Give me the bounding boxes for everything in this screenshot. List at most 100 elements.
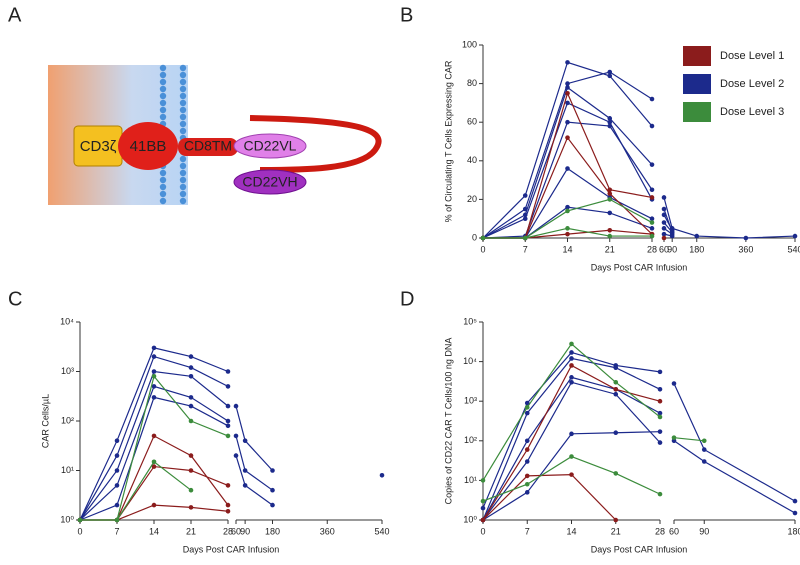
y-tick-label: 10¹ (61, 465, 74, 475)
data-point (233, 453, 239, 458)
x-tick-label: 14 (149, 526, 159, 536)
lipid (179, 92, 187, 100)
y-tick-label: 10² (464, 435, 477, 445)
data-point (607, 73, 613, 79)
data-point (613, 430, 619, 436)
series-line (482, 376, 661, 521)
data-point (225, 508, 231, 514)
data-point (188, 403, 194, 409)
data-point (657, 410, 663, 416)
x-tick-label: 60 (231, 526, 241, 536)
series-line (673, 440, 796, 514)
data-point (270, 487, 275, 493)
data-point (225, 403, 231, 409)
lipid (179, 85, 187, 93)
data-point (522, 193, 528, 198)
data-point (188, 365, 194, 370)
data-point (661, 220, 667, 225)
series-line (482, 86, 653, 239)
data-point (151, 502, 157, 508)
data-point (613, 517, 619, 523)
x-tick-label: 60 (669, 526, 679, 536)
part-label: CD3ζ (80, 138, 117, 155)
lipid (159, 169, 167, 177)
y-axis-label: % of Circulating T Cells Expressing CAR (443, 60, 453, 222)
data-point (792, 498, 798, 504)
data-point (613, 391, 619, 397)
y-tick-label: 40 (467, 155, 477, 165)
data-point (661, 195, 667, 200)
data-point (565, 85, 570, 90)
y-axis-label: CAR Cells/µL (40, 394, 50, 448)
part-label: CD22VH (242, 174, 297, 190)
data-point (114, 502, 120, 508)
x-tick-label: 7 (523, 244, 528, 254)
data-point (114, 468, 120, 473)
lipid (179, 106, 187, 114)
data-point (524, 410, 530, 416)
data-point (743, 235, 749, 241)
data-point (607, 187, 613, 193)
data-point (524, 447, 530, 452)
lipid (179, 197, 187, 205)
data-point (607, 210, 613, 216)
data-point (151, 464, 157, 469)
lipid (179, 190, 187, 198)
data-point (242, 483, 248, 488)
data-point (649, 96, 655, 102)
x-tick-label: 14 (562, 244, 572, 254)
data-point (225, 369, 231, 374)
lipid (159, 64, 167, 72)
data-point (661, 206, 667, 212)
data-point (569, 454, 574, 459)
lipid (179, 78, 187, 86)
x-tick-label: 21 (605, 244, 615, 254)
data-point (188, 418, 194, 424)
data-point (569, 356, 574, 361)
lipid (159, 113, 167, 121)
data-point (569, 472, 574, 477)
data-point (569, 431, 574, 437)
x-axis-label: Days Post CAR Infusion (591, 544, 688, 554)
data-point (188, 395, 194, 400)
series-line (80, 460, 192, 521)
y-axis-label: Copies of CD22 CAR T Cells/100 ng DNA (443, 338, 453, 505)
data-point (649, 162, 655, 167)
data-point (188, 505, 194, 510)
panel-label: A (8, 4, 22, 26)
data-point (671, 381, 677, 386)
lipid (159, 92, 167, 100)
data-point (565, 231, 570, 237)
x-axis-label: Days Post CAR Infusion (591, 262, 688, 272)
data-point (607, 197, 613, 202)
y-tick-label: 10² (61, 415, 74, 425)
data-point (225, 384, 231, 389)
data-point (524, 481, 530, 487)
x-tick-label: 180 (787, 526, 800, 536)
y-tick-label: 10⁴ (60, 316, 74, 326)
data-point (225, 502, 231, 508)
lipid (159, 197, 167, 205)
data-point (524, 473, 530, 479)
data-point (188, 453, 194, 458)
lipid (159, 71, 167, 79)
data-point (225, 423, 231, 429)
data-point (649, 216, 655, 221)
data-point (565, 135, 570, 140)
data-point (114, 438, 120, 443)
x-tick-label: 540 (787, 244, 800, 254)
data-point (151, 373, 157, 379)
x-tick-label: 0 (480, 526, 485, 536)
y-tick-label: 100 (462, 39, 477, 49)
data-point (657, 440, 663, 445)
y-tick-label: 80 (467, 78, 477, 88)
series-line (663, 197, 796, 239)
legend-swatch (683, 102, 711, 122)
data-point (188, 487, 194, 493)
lipid (179, 120, 187, 128)
x-tick-label: 28 (647, 244, 657, 254)
lipid (179, 127, 187, 135)
y-tick-label: 10⁴ (463, 356, 477, 366)
x-tick-label: 0 (480, 244, 485, 254)
data-point (270, 468, 275, 473)
